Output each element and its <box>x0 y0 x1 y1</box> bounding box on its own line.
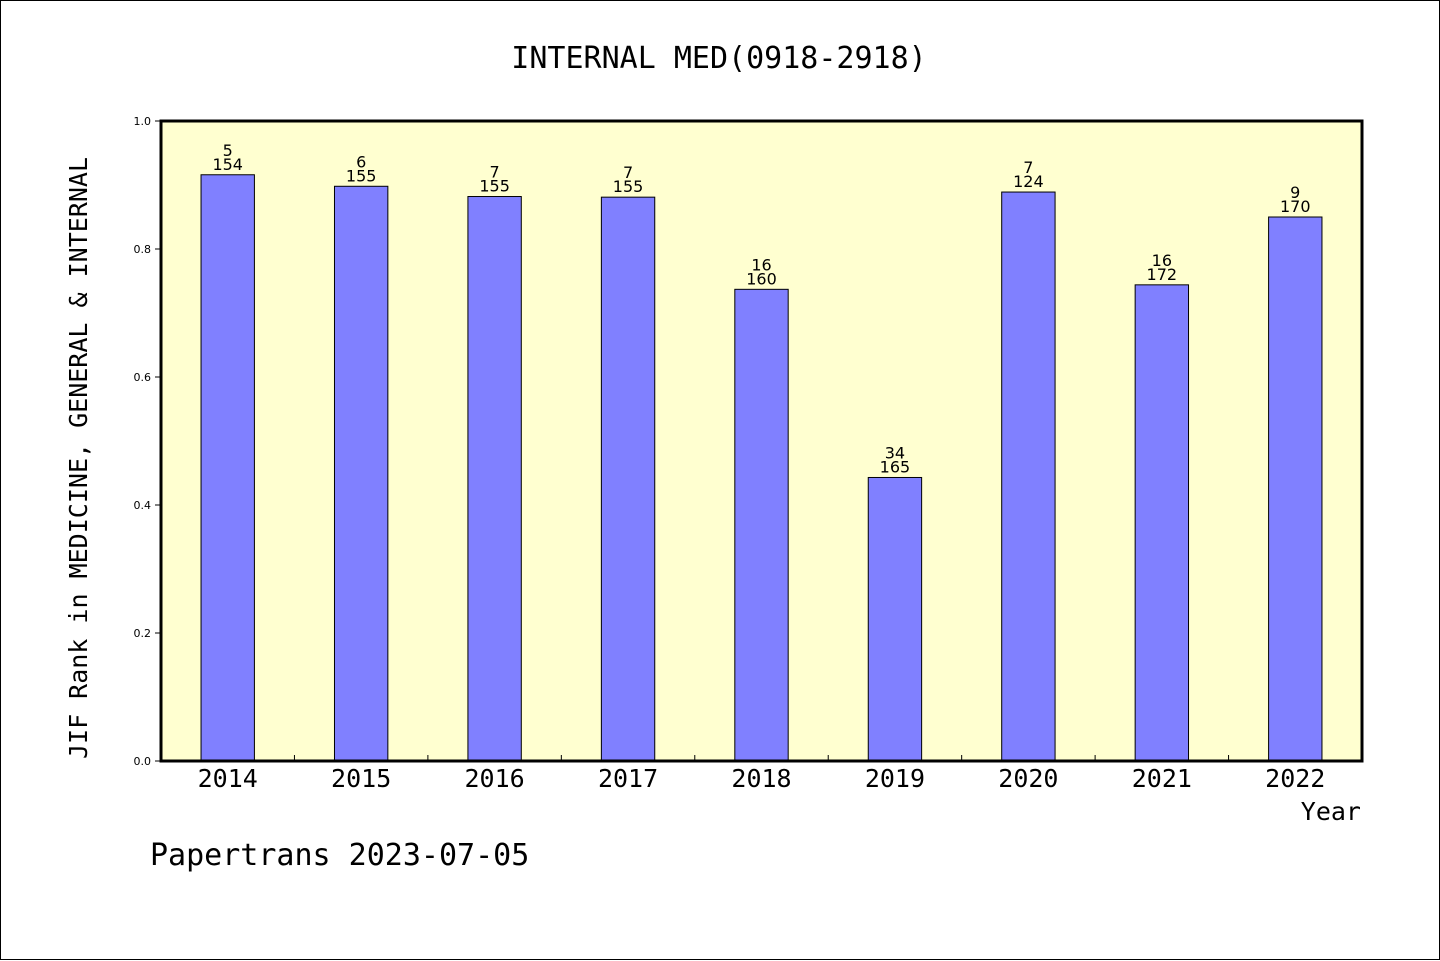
bar-rank-label: 9 <box>1290 183 1300 202</box>
x-tick-label: 2019 <box>865 764 925 793</box>
bar-rank-label: 7 <box>1023 158 1033 177</box>
x-tick-label: 2015 <box>331 764 391 793</box>
bar-2021 <box>1134 284 1190 762</box>
y-tick-label: 0.2 <box>134 627 152 640</box>
bar-rank-label: 7 <box>623 163 633 182</box>
bar-2019 <box>867 476 923 762</box>
bar-total-label: 172 <box>1147 265 1178 284</box>
bar-2016 <box>467 196 522 762</box>
bar-rank-label: 16 <box>1152 251 1172 270</box>
x-tick-label: 2016 <box>465 764 525 793</box>
bar-rank-label: 7 <box>490 163 500 182</box>
bar-total-label: 154 <box>212 155 243 174</box>
plot-border <box>159 119 1364 763</box>
bar-total-label: 155 <box>613 177 644 196</box>
y-tick-label: 0.6 <box>134 371 152 384</box>
bar-rank-label: 34 <box>885 443 905 462</box>
bar-rank-label: 5 <box>223 141 233 160</box>
bar-2014 <box>200 174 255 762</box>
x-axis-label: Year <box>1301 797 1361 826</box>
bar-total-label: 155 <box>346 166 377 185</box>
bar-2018 <box>734 288 789 762</box>
bar-2020 <box>1001 191 1056 762</box>
y-axis-ticks: 0.0 0.2 0.4 0.6 0.8 1.0 <box>134 115 161 768</box>
x-tick-label: 2014 <box>198 764 258 793</box>
bar-total-label: 124 <box>1013 172 1044 191</box>
chart-title: INTERNAL MED(0918-2918) <box>511 41 926 76</box>
bar-total-label: 160 <box>746 269 777 288</box>
x-axis-ticks: 2014 2015 2016 2017 2018 2019 2020 2021 2022 <box>198 755 1325 793</box>
y-tick-label: 0.0 <box>134 755 152 768</box>
bar-total-label: 170 <box>1280 197 1311 216</box>
y-tick-label: 0.8 <box>134 243 152 256</box>
bar-2017 <box>600 196 656 762</box>
bar-rank-label: 6 <box>356 152 366 171</box>
watermark-text: Papertrans 2023-07-05 <box>150 838 529 873</box>
y-tick-label: 0.4 <box>134 499 152 512</box>
bar-2022 <box>1268 216 1323 762</box>
x-tick-label: 2022 <box>1265 764 1325 793</box>
bar-2015 <box>333 185 389 762</box>
bar-total-label: 155 <box>479 177 510 196</box>
y-tick-label: 1.0 <box>134 115 152 128</box>
x-tick-label: 2018 <box>731 764 791 793</box>
x-tick-label: 2017 <box>598 764 658 793</box>
y-axis-label: JIF Rank in MEDICINE, GENERAL & INTERNAL <box>64 157 93 759</box>
bar-rank-label: 16 <box>751 255 771 274</box>
bar-total-label: 165 <box>880 457 911 476</box>
x-tick-label: 2020 <box>998 764 1058 793</box>
x-tick-label: 2021 <box>1132 764 1192 793</box>
